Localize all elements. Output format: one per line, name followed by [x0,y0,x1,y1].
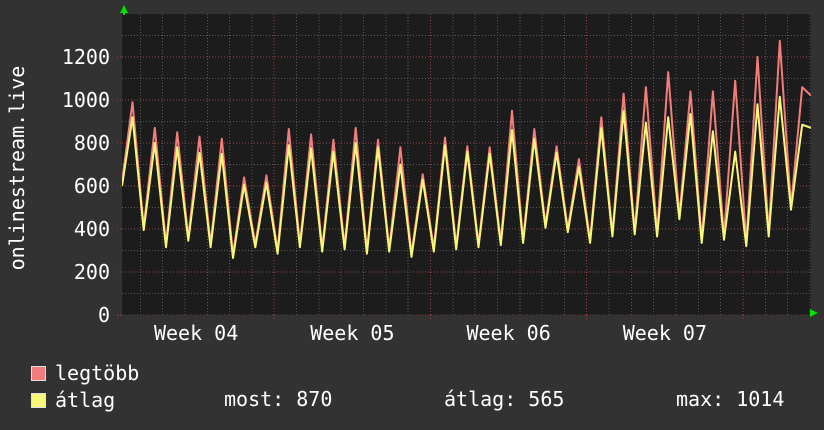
y-axis-label: 1200 [61,45,110,69]
green-up-arrow [120,5,128,15]
chart-plot [117,5,818,320]
stat-most-label: most: [224,387,285,411]
legend-swatch-atlag [31,393,46,408]
stat-atlag-value: 565 [528,387,565,411]
green-right-arrow [810,309,818,317]
legend-label-atlag: átlag [55,388,116,412]
x-axis-label: Week 07 [622,321,707,345]
legend-label-legtobb: legtöbb [55,361,140,385]
y-axis-label: 600 [73,174,110,198]
legend-swatch-legtobb [31,366,46,381]
x-axis-label: Week 04 [153,321,239,345]
stat-max-label: max: [676,387,725,411]
stat-most: most: 870 [224,388,332,410]
axis-ticks [117,56,744,320]
graph-title-vertical: onlinestream.live [5,65,29,271]
legend-row-legtobb: legtöbb [31,362,139,384]
stat-atlag-label: átlag: [444,387,517,411]
y-axis-label: 400 [73,217,110,241]
stat-max: max: 1014 [676,388,784,410]
stat-most-value: 870 [296,387,333,411]
y-axis-label: 800 [73,131,110,155]
x-axis-label: Week 06 [466,321,551,345]
stat-atlag: átlag: 565 [444,388,564,410]
legend-row-atlag: átlag [31,389,115,411]
y-axis-label: 0 [97,303,110,327]
y-axis-label: 200 [73,260,110,284]
y-axis-label: 1000 [61,88,110,112]
stat-max-value: 1014 [736,387,785,411]
x-axis-label: Week 05 [310,321,395,345]
series-line-atlag [122,95,811,259]
